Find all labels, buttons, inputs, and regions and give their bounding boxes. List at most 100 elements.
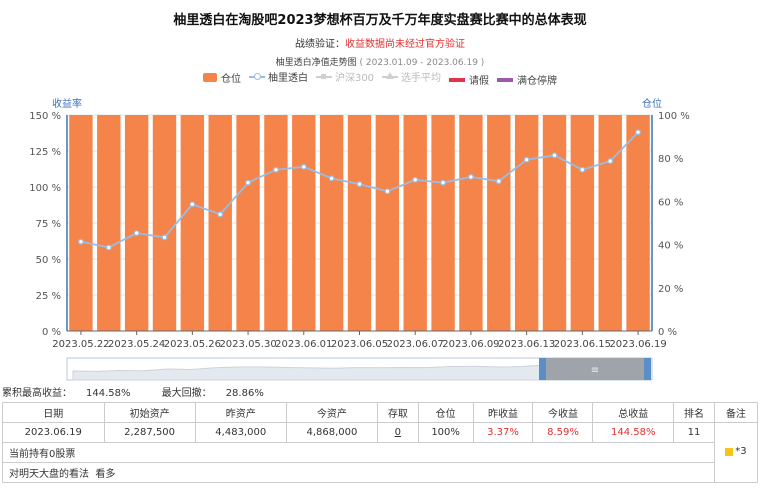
x-tick-label: 2023.05.22 (52, 339, 109, 350)
series-point (189, 201, 196, 208)
navigator-mini-series (72, 364, 547, 381)
series-point (440, 179, 447, 186)
cell-today-assets: 4,868,000 (285, 422, 378, 443)
legend-label: 仓位 (220, 73, 241, 85)
drawdown-value: 28.86% (225, 388, 264, 399)
left-tick-label: 50 % (36, 255, 61, 266)
series-point (495, 178, 502, 185)
legend-label: 选手平均 (401, 73, 442, 84)
left-tick-label: 150 % (29, 111, 61, 122)
cumulative-value: 144.58% (86, 388, 131, 399)
col-date: 日期 (2, 402, 105, 423)
x-tick-label: 2023.05.30 (219, 339, 276, 350)
net-value-chart: 收益率 仓位 150 % 125 % 100 % 75 % 50 % 25 % 0 % 100 %… (29, 97, 690, 381)
position-bar (208, 115, 232, 331)
right-tick-label: 80 % (658, 154, 683, 165)
table-header-row: 日期 初始资产 昨资产 今资产 存取 仓位 昨收益 今收益 总收益 排名 备注 (2, 402, 759, 423)
right-tick-label: 0 % (658, 327, 677, 338)
legend-swatch (202, 72, 217, 82)
drawdown-label: 最大回撤： (161, 388, 212, 399)
deposit-link[interactable]: 0 (394, 427, 402, 438)
table-row: 2023.06.19 2,287,500 4,483,000 4,868,000… (2, 422, 759, 483)
navigator-right-handle[interactable] (644, 358, 651, 380)
verification-line: 战绩验证：收益数据尚未经过官方验证 (0, 35, 760, 50)
position-bar (514, 115, 539, 331)
series-point (579, 166, 586, 173)
series-point (272, 166, 279, 173)
cell-initial: 2,287,500 (103, 422, 196, 443)
series-point (523, 156, 530, 163)
series-point (105, 244, 112, 251)
position-bar (626, 115, 650, 331)
legend-swatch (382, 71, 399, 82)
cell-position: 100% (417, 422, 474, 443)
series-point (133, 230, 140, 237)
position-bar (152, 115, 177, 331)
right-tick-label: 40 % (658, 241, 683, 252)
x-tick-label: 2023.05.26 (164, 339, 221, 350)
cell-note: *3 (713, 422, 759, 483)
navigator-grip-icon[interactable]: ≡ (591, 365, 599, 376)
legend-average[interactable]: 选手平均 (382, 69, 441, 84)
cell-total-return: 144.58% (592, 422, 675, 443)
legend-label: 满仓停牌 (517, 76, 558, 87)
series-point (217, 211, 224, 218)
series-point (551, 152, 558, 159)
col-today-assets: 今资产 (285, 402, 378, 423)
series-point (300, 163, 307, 170)
series-point (356, 181, 363, 188)
left-tick-label: 100 % (29, 183, 61, 194)
legend-label: 请假 (469, 76, 490, 87)
col-total-return: 总收益 (592, 402, 675, 423)
series-point (245, 179, 252, 186)
legend-hs300[interactable]: 沪深300 (315, 69, 375, 84)
series-point (607, 158, 614, 165)
left-tick-label: 25 % (36, 291, 61, 302)
position-bar (347, 115, 372, 331)
left-tick-label: 0 % (42, 327, 61, 338)
series-point (635, 129, 642, 136)
x-tick-label: 2023.06.13 (498, 339, 555, 350)
legend-suspended[interactable]: 满仓停牌 (497, 72, 557, 87)
series-point (467, 173, 474, 180)
x-tick-label: 2023.06.01 (275, 339, 332, 350)
position-bar (542, 115, 567, 331)
col-yesterday-assets: 昨资产 (194, 402, 287, 423)
cumulative-label: 累积最高收益： (2, 388, 72, 399)
note-text[interactable]: *3 (735, 446, 747, 458)
position-bar (570, 115, 595, 331)
col-yesterday-return: 昨收益 (472, 402, 534, 423)
navigator-selection (543, 358, 647, 380)
x-tick-label: 2023.06.07 (387, 339, 444, 350)
position-bar (487, 115, 511, 331)
series-point (328, 175, 335, 182)
position-bar (124, 115, 149, 331)
legend-swatch (248, 72, 265, 82)
legend-series-main[interactable]: 柚里透白 (248, 69, 308, 84)
holdings-text: 当前持有0股票 (2, 442, 715, 463)
left-axis-title: 收益率 (52, 97, 82, 110)
navigator-left-handle[interactable] (539, 358, 546, 380)
series-point (412, 176, 419, 183)
position-bar (264, 115, 288, 331)
position-bar (403, 115, 427, 331)
x-tick-label: 2023.05.24 (108, 339, 165, 350)
position-bar (69, 115, 93, 331)
x-tick-label: 2023.06.05 (331, 339, 388, 350)
right-tick-label: 100 % (658, 111, 690, 122)
series-point (384, 188, 391, 195)
subtitle-text: 柚里透白净值走势图 (275, 58, 357, 68)
cell-date: 2023.06.19 (2, 422, 105, 443)
outlook-label: 对明天大盘的看法 (9, 469, 89, 480)
legend-position[interactable]: 仓位 (202, 70, 241, 85)
col-deposit: 存取 (376, 402, 419, 423)
outlook-row: 对明天大盘的看法 看多 (2, 462, 758, 483)
legend-label: 沪深300 (334, 73, 375, 84)
x-tick-label: 2023.06.15 (554, 339, 611, 350)
cell-rank: 11 (673, 422, 715, 443)
position-bar (431, 115, 455, 331)
right-axis-title: 仓位 (642, 97, 662, 110)
series-point (77, 238, 84, 245)
legend-leave[interactable]: 请假 (449, 72, 489, 87)
col-today-return: 今收益 (532, 402, 594, 423)
